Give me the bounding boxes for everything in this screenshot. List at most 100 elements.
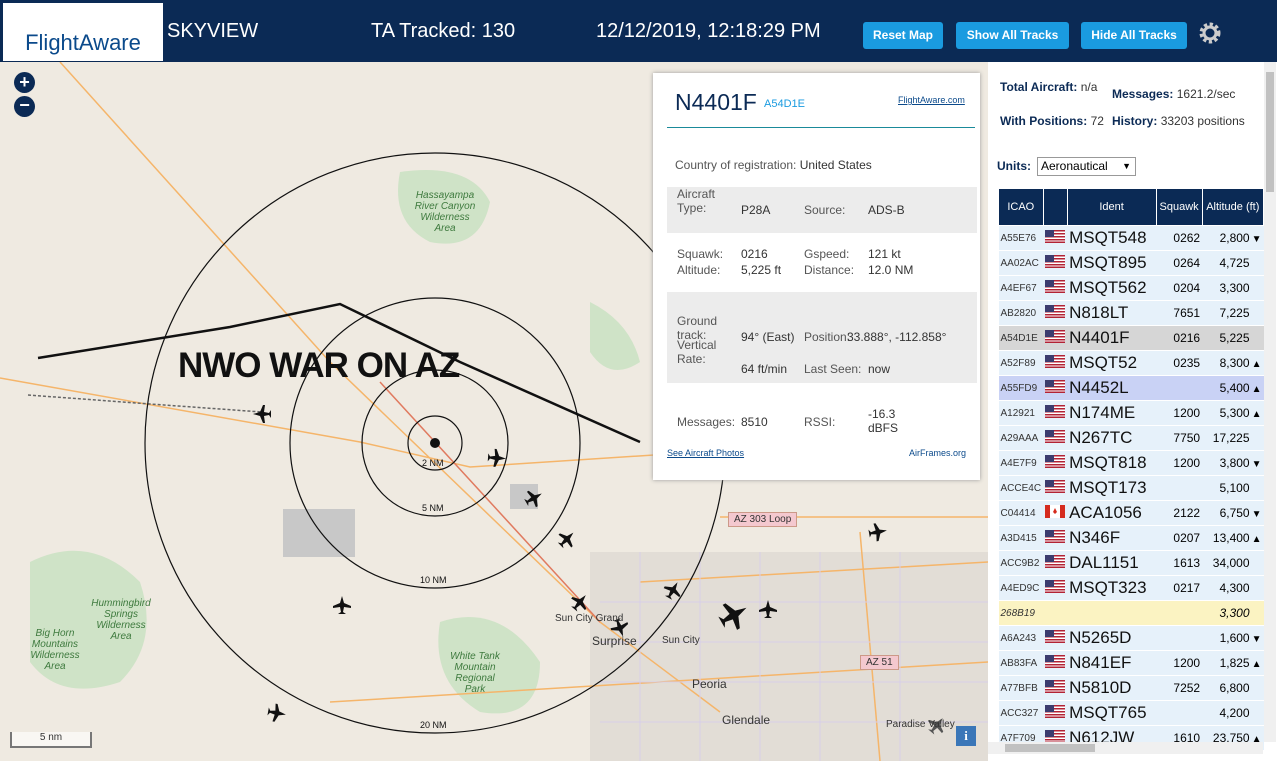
aircraft-row[interactable]: A4EF67 MSQT562 0204 3,300 bbox=[998, 275, 1264, 301]
ring-label: 10 NM bbox=[420, 575, 447, 585]
icao: A6A243 bbox=[998, 625, 1044, 651]
altitude-value: 23,750 bbox=[1212, 731, 1250, 745]
flag bbox=[1043, 525, 1068, 551]
ring-label: 5 NM bbox=[422, 503, 444, 513]
stat-value: 72 bbox=[1090, 114, 1104, 128]
stat-label: Messages: bbox=[1112, 87, 1174, 101]
ident: N267TC bbox=[1067, 425, 1157, 451]
squawk: 1613 bbox=[1156, 550, 1203, 576]
flag-icon bbox=[1045, 680, 1066, 693]
divider bbox=[667, 127, 975, 128]
field-value: 94° (East) bbox=[741, 330, 795, 344]
tracked-count: TA Tracked: 130 bbox=[371, 20, 516, 42]
squawk: 1200 bbox=[1156, 450, 1203, 476]
field-value: 64 ft/min bbox=[741, 362, 788, 376]
airframes-link[interactable]: AirFrames.org bbox=[909, 448, 967, 458]
aircraft-row[interactable]: A52F89 MSQT52 0235 8,300 ▲ bbox=[998, 350, 1264, 376]
field-label: Ground track: bbox=[677, 314, 718, 342]
aircraft-row[interactable]: A55E76 MSQT548 0262 2,800 ▼ bbox=[998, 225, 1264, 251]
flag-icon bbox=[1045, 305, 1066, 318]
squawk: 0262 bbox=[1156, 225, 1203, 251]
flag bbox=[1043, 575, 1068, 601]
altitude: 4,725 bbox=[1202, 250, 1264, 276]
aircraft-row[interactable]: A4E7F9 MSQT818 1200 3,800 ▼ bbox=[998, 450, 1264, 476]
flag bbox=[1043, 450, 1068, 476]
aircraft-row[interactable]: AB2820 N818LT 7651 7,225 bbox=[998, 300, 1264, 326]
column-header: Ident bbox=[1066, 188, 1157, 226]
aircraft-row[interactable]: C04414 ACA1056 2122 6,750 ▼ bbox=[998, 500, 1264, 526]
squawk: 1200 bbox=[1156, 400, 1203, 426]
field-label: Messages: bbox=[677, 415, 736, 429]
aircraft-row[interactable]: A54D1E N4401F 0216 5,225 bbox=[998, 325, 1264, 351]
aircraft-row[interactable]: A6A243 N5265D 1,600 ▼ bbox=[998, 625, 1264, 651]
flag bbox=[1043, 425, 1068, 451]
trend: ▲ bbox=[1251, 409, 1262, 420]
aircraft-row[interactable]: 268B19 3,300 bbox=[998, 600, 1264, 626]
hide-tracks-button[interactable]: Hide All Tracks bbox=[1081, 22, 1187, 49]
logo[interactable]: FlightAware bbox=[3, 3, 163, 61]
altitude: 2,800 ▼ bbox=[1202, 225, 1264, 251]
aircraft-row[interactable]: ACC9B2 DAL1151 1613 34,000 bbox=[998, 550, 1264, 576]
field-value: 121 kt bbox=[868, 247, 901, 261]
altitude-value: 2,800 bbox=[1219, 231, 1250, 245]
v-scrollbar[interactable] bbox=[1264, 62, 1276, 742]
aircraft-row[interactable]: AB83FA N841EF 1200 1,825 ▲ bbox=[998, 650, 1264, 676]
aircraft-row[interactable]: ACC327 MSQT765 4,200 bbox=[998, 700, 1264, 726]
ident: DAL1151 bbox=[1067, 550, 1157, 576]
show-tracks-button[interactable]: Show All Tracks bbox=[956, 22, 1069, 49]
aircraft-row[interactable]: A3D415 N346F 0207 13,400 ▲ bbox=[998, 525, 1264, 551]
flag-icon bbox=[1045, 330, 1066, 343]
info-button[interactable]: i bbox=[956, 726, 976, 746]
field-label: Aircraft Type: bbox=[677, 187, 716, 215]
reset-map-button[interactable]: Reset Map bbox=[863, 22, 943, 49]
altitude: 3,800 ▼ bbox=[1202, 450, 1264, 476]
flag bbox=[1043, 700, 1068, 726]
trend: ▼ bbox=[1251, 234, 1262, 245]
flag-icon bbox=[1045, 380, 1066, 393]
altitude-value: 5,100 bbox=[1219, 481, 1250, 495]
ident: N841EF bbox=[1067, 650, 1157, 676]
icao: A55E76 bbox=[998, 225, 1044, 251]
h-scrollbar[interactable] bbox=[988, 742, 1263, 754]
road-label: AZ 303 Loop bbox=[728, 512, 798, 527]
settings-icon[interactable] bbox=[1198, 21, 1222, 45]
aircraft-row[interactable]: ACCE4C MSQT173 5,100 bbox=[998, 475, 1264, 501]
zoom-in[interactable]: + bbox=[14, 72, 35, 93]
ident: MSQT323 bbox=[1067, 575, 1157, 601]
flag-icon bbox=[1045, 730, 1066, 743]
aircraft-row[interactable]: A77BFB N5810D 7252 6,800 bbox=[998, 675, 1264, 701]
altitude: 34,000 bbox=[1202, 550, 1264, 576]
field-label: Position: bbox=[804, 330, 851, 344]
altitude-value: 4,300 bbox=[1219, 581, 1250, 595]
aircraft-row[interactable]: A4ED9C MSQT323 0217 4,300 bbox=[998, 575, 1264, 601]
field-band bbox=[667, 187, 977, 233]
altitude-value: 4,200 bbox=[1219, 706, 1250, 720]
flag bbox=[1043, 500, 1068, 526]
altitude-value: 6,750 bbox=[1219, 506, 1250, 520]
zoom-out[interactable]: − bbox=[14, 96, 35, 117]
icao: AA02AC bbox=[998, 250, 1044, 276]
squawk: 2122 bbox=[1156, 500, 1203, 526]
flightaware-link[interactable]: FlightAware.com bbox=[898, 95, 965, 105]
squawk: 0216 bbox=[1156, 325, 1203, 351]
aircraft-row[interactable]: A12921 N174ME 1200 5,300 ▲ bbox=[998, 400, 1264, 426]
altitude-value: 3,300 bbox=[1219, 281, 1250, 295]
field-value: now bbox=[868, 362, 891, 376]
icao: A29AAA bbox=[998, 425, 1044, 451]
units-select[interactable]: Aeronautical ▼ bbox=[1037, 157, 1136, 176]
flag bbox=[1043, 350, 1068, 376]
aircraft-row[interactable]: AA02AC MSQT895 0264 4,725 bbox=[998, 250, 1264, 276]
ident: N174ME bbox=[1067, 400, 1157, 426]
aircraft-row[interactable]: A29AAA N267TC 7750 17,225 bbox=[998, 425, 1264, 451]
aircraft-row[interactable]: A55FD9 N4452L 5,400 ▲ bbox=[998, 375, 1264, 401]
altitude-value: 4,725 bbox=[1219, 256, 1250, 270]
photos-link[interactable]: See Aircraft Photos bbox=[667, 448, 745, 458]
ring-label: 20 NM bbox=[420, 720, 447, 730]
altitude: 7,225 bbox=[1202, 300, 1264, 326]
squawk bbox=[1156, 600, 1203, 626]
trend: ▲ bbox=[1251, 384, 1262, 395]
field-value: 33.888°, -112.858° bbox=[847, 330, 947, 344]
flag-icon bbox=[1045, 555, 1066, 568]
ident: MSQT548 bbox=[1067, 225, 1157, 251]
scale-bar: 5 nm bbox=[10, 732, 92, 748]
